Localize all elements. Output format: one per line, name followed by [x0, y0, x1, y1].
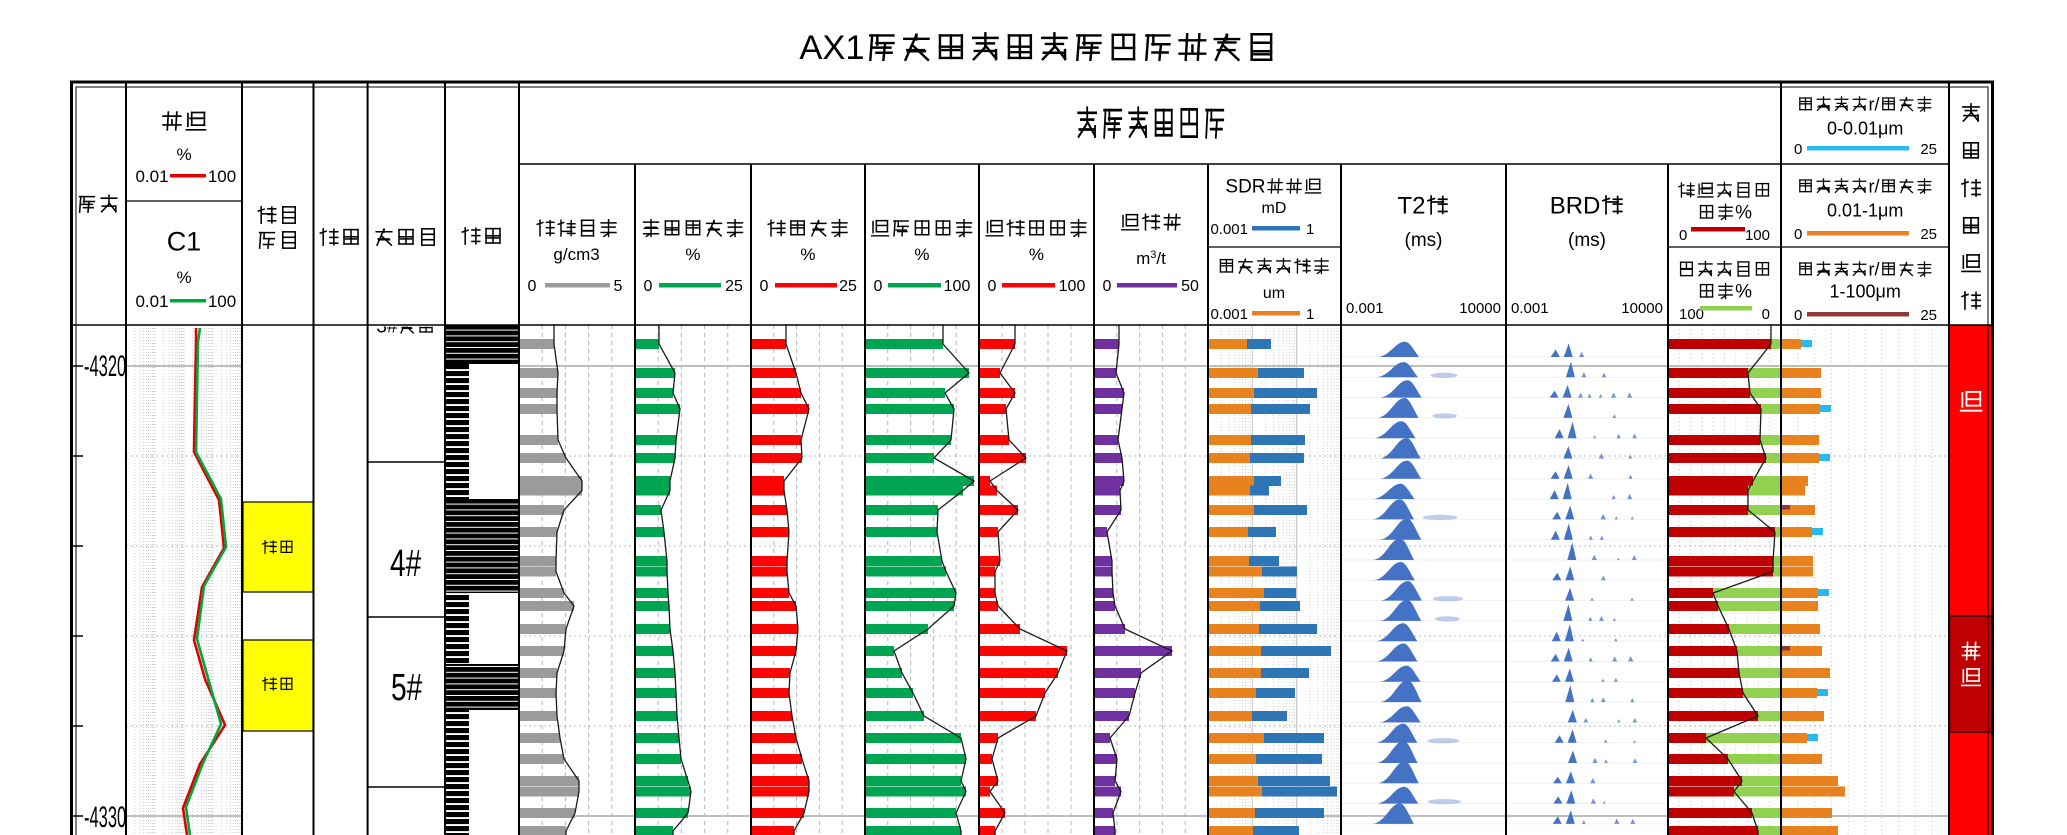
- svg-text:r/: r/: [1869, 259, 1880, 279]
- svg-text:25: 25: [1920, 141, 1937, 158]
- svg-text:100: 100: [208, 292, 236, 311]
- svg-text:25: 25: [839, 278, 857, 295]
- svg-text:0: 0: [988, 278, 997, 295]
- svg-text:100: 100: [1679, 306, 1704, 323]
- svg-text:5: 5: [614, 278, 623, 295]
- svg-text:0: 0: [1794, 307, 1802, 324]
- svg-text:%: %: [176, 268, 191, 287]
- svg-text:100: 100: [1745, 227, 1770, 244]
- svg-text:0.01: 0.01: [135, 167, 168, 186]
- svg-text:BRD: BRD: [1550, 193, 1601, 220]
- svg-text:r/: r/: [1869, 176, 1880, 196]
- svg-text:%: %: [914, 245, 929, 264]
- svg-text:um: um: [1263, 285, 1285, 302]
- svg-text:25: 25: [1920, 307, 1937, 324]
- svg-text:25: 25: [725, 278, 743, 295]
- svg-text:0.01-1μm: 0.01-1μm: [1827, 200, 1903, 220]
- svg-text:%: %: [176, 145, 191, 164]
- svg-text:0.001: 0.001: [1346, 300, 1384, 317]
- svg-text:100: 100: [944, 278, 971, 295]
- svg-text:T2: T2: [1398, 193, 1426, 220]
- svg-text:0-0.01μm: 0-0.01μm: [1827, 118, 1903, 138]
- svg-text:1-100μm: 1-100μm: [1830, 281, 1901, 301]
- svg-text:0: 0: [644, 278, 653, 295]
- svg-text:0: 0: [1762, 306, 1770, 323]
- svg-text:AX1: AX1: [799, 29, 864, 67]
- svg-text:-4330: -4330: [84, 801, 126, 834]
- svg-text:1: 1: [1306, 221, 1314, 238]
- svg-text:%: %: [1735, 203, 1752, 224]
- svg-text:0: 0: [760, 278, 769, 295]
- svg-text:0.001: 0.001: [1210, 221, 1248, 238]
- svg-text:0: 0: [1679, 227, 1687, 244]
- svg-text:mD: mD: [1262, 200, 1287, 217]
- svg-text:0: 0: [874, 278, 883, 295]
- svg-text:0.001: 0.001: [1210, 306, 1248, 323]
- svg-text:50: 50: [1181, 278, 1199, 295]
- svg-text:0: 0: [1794, 226, 1802, 243]
- svg-text:%: %: [1735, 282, 1752, 303]
- svg-text:g/cm3: g/cm3: [553, 245, 599, 264]
- svg-text:%: %: [1029, 245, 1044, 264]
- svg-text:(ms): (ms): [1568, 230, 1606, 251]
- svg-text:0.001: 0.001: [1511, 300, 1549, 317]
- svg-text:SDR: SDR: [1225, 177, 1265, 198]
- svg-text:r/: r/: [1869, 94, 1880, 114]
- svg-text:3#: 3#: [376, 317, 398, 338]
- svg-text:%: %: [800, 245, 815, 264]
- svg-text:1: 1: [1306, 306, 1314, 323]
- svg-text:0: 0: [1794, 141, 1802, 158]
- svg-text:%: %: [685, 245, 700, 264]
- svg-text:4#: 4#: [390, 543, 422, 585]
- svg-text:100: 100: [1059, 278, 1086, 295]
- svg-text:C1: C1: [167, 227, 202, 257]
- svg-text:0.01: 0.01: [135, 292, 168, 311]
- svg-text:100: 100: [208, 167, 236, 186]
- svg-text:0: 0: [528, 278, 537, 295]
- svg-text:10000: 10000: [1459, 300, 1501, 317]
- svg-text:10000: 10000: [1621, 300, 1663, 317]
- svg-text:(ms): (ms): [1405, 230, 1443, 251]
- svg-text:0: 0: [1103, 278, 1112, 295]
- svg-text:-4320: -4320: [84, 350, 126, 383]
- svg-text:m3/t: m3/t: [1136, 249, 1166, 268]
- svg-text:5#: 5#: [391, 667, 423, 709]
- svg-text:25: 25: [1920, 226, 1937, 243]
